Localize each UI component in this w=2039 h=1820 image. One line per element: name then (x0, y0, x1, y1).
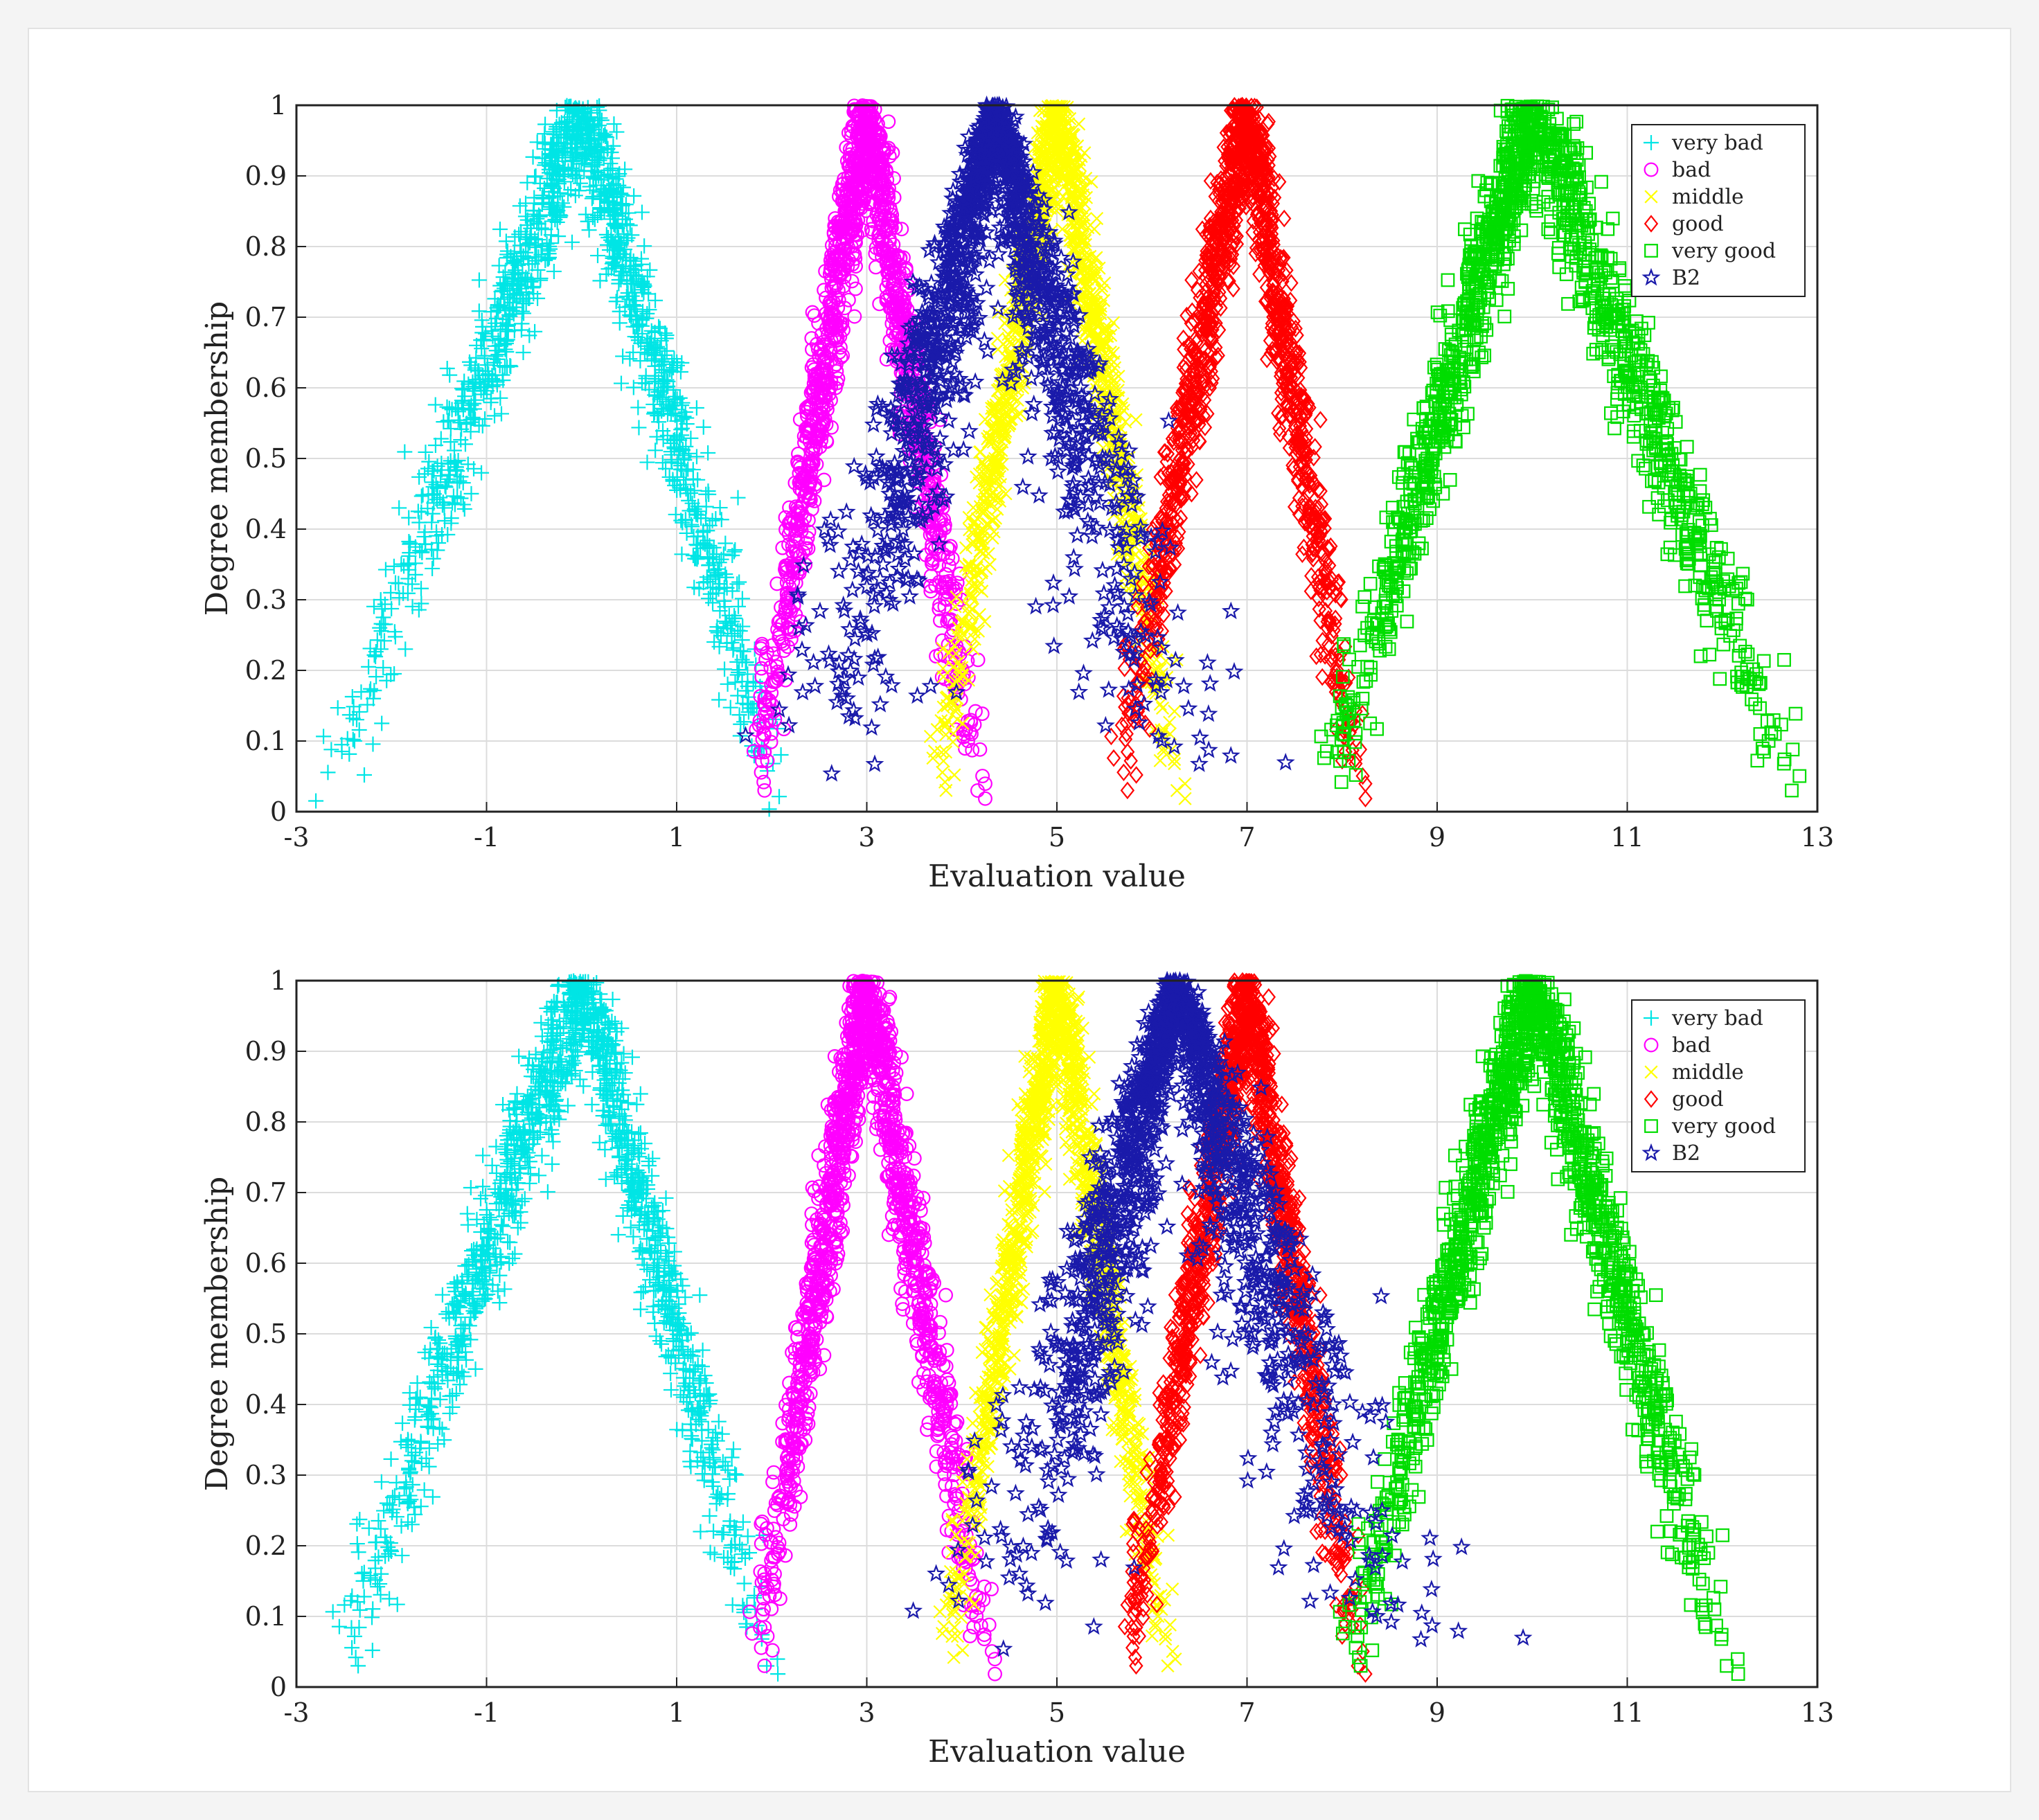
data-point (346, 733, 362, 749)
data-point (688, 449, 704, 465)
data-point (359, 697, 375, 713)
data-point (609, 124, 625, 140)
data-point (425, 551, 441, 566)
data-point (761, 801, 777, 817)
data-point (630, 400, 646, 416)
data-point (400, 585, 416, 601)
data-point (625, 344, 641, 360)
data-point (584, 190, 600, 206)
data-point (705, 595, 721, 611)
data-point (730, 490, 746, 506)
chart-panel-1: -3 -1 1 3 5 7 9 11 1300.10.20.30.40.50.60.70.80.… (199, 90, 1834, 894)
data-point (772, 789, 787, 805)
data-point (681, 492, 697, 508)
data-point (688, 400, 704, 416)
data-point (480, 357, 496, 373)
data-point (618, 288, 634, 304)
data-point (514, 316, 530, 332)
data-point (689, 551, 705, 567)
data-point (413, 580, 429, 596)
data-point (711, 692, 727, 708)
data-point (428, 476, 444, 492)
data-point (639, 454, 655, 470)
data-point (634, 204, 650, 220)
data-point (518, 195, 534, 211)
data-point (320, 765, 336, 780)
data-point (736, 714, 752, 730)
data-point (613, 375, 629, 391)
data-point (535, 134, 551, 150)
data-point (373, 591, 389, 607)
data-point (391, 500, 407, 516)
data-point (368, 669, 384, 685)
data-point (631, 420, 647, 436)
data-point (625, 380, 641, 395)
data-point (627, 329, 643, 345)
data-point (712, 500, 728, 516)
data-point (647, 324, 663, 340)
data-point (590, 248, 606, 264)
data-point (626, 188, 642, 204)
data-point (411, 602, 427, 618)
data-point (491, 258, 507, 274)
data-point (522, 328, 537, 344)
data-point (308, 793, 324, 809)
data-point (515, 344, 531, 360)
series-very-bad (308, 98, 789, 817)
data-point (474, 465, 490, 481)
data-point (546, 263, 562, 279)
data-point (713, 512, 729, 528)
data-point (578, 206, 594, 222)
data-point (686, 483, 702, 499)
data-point (611, 276, 627, 292)
data-point (587, 211, 603, 227)
data-point (609, 289, 625, 305)
data-point (404, 598, 420, 614)
data-point (341, 746, 357, 762)
data-point (720, 676, 736, 692)
data-point (727, 544, 742, 560)
data-point (659, 343, 675, 359)
data-point (440, 456, 456, 472)
data-point (731, 598, 747, 614)
data-point (592, 273, 608, 289)
data-point (404, 576, 420, 592)
data-point (425, 506, 440, 521)
